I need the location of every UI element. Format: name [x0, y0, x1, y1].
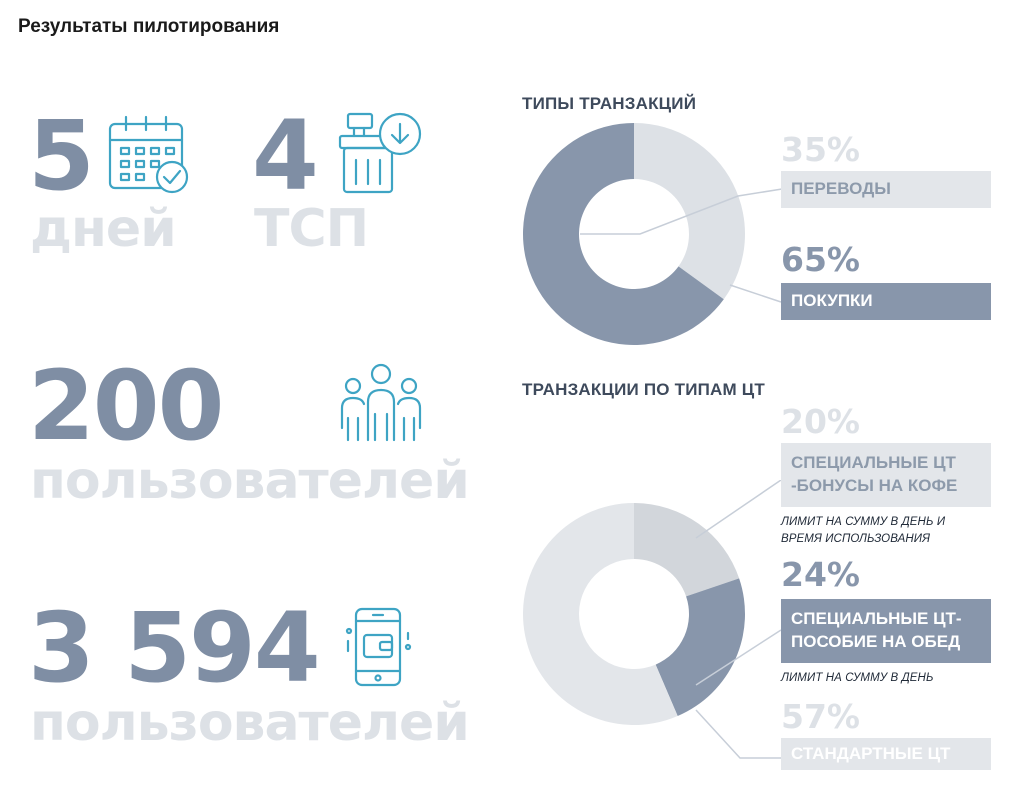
mobile-wallet-icon — [345, 607, 412, 687]
legend-label-coffee-line-2: -БОНУСЫ НА КОФЕ — [791, 476, 958, 495]
legend-label-lunch: СПЕЦИАЛЬНЫЕ ЦТ- ПОСОБИЕ НА ОБЕД — [781, 599, 991, 663]
note-coffee: ЛИМИТ НА СУММУ В ДЕНЬ И ВРЕМЯ ИСПОЛЬЗОВА… — [781, 514, 945, 547]
leader-line-donut1-1 — [729, 284, 782, 303]
stat-merchants-unit: ТСП — [254, 199, 369, 259]
donut-slice-donut2-0 — [634, 503, 740, 597]
slice-label-standard-percent: 57% — [781, 697, 860, 736]
legend-label-transfers: ПЕРЕВОДЫ — [781, 171, 991, 208]
cash-register-icon — [338, 112, 422, 194]
slice-label-lunch-percent: 24% — [781, 555, 860, 594]
donut-chart-transactions-by-ct-type — [523, 480, 782, 759]
leader-line-donut1-0 — [580, 188, 783, 235]
donut-slice-donut2-2 — [523, 503, 678, 725]
donut-slice-donut1-0 — [634, 123, 745, 300]
slice-label-transfers-percent: 35% — [781, 130, 860, 169]
note-lunch-line-1: ЛИМИТ НА СУММУ В ДЕНЬ — [781, 672, 934, 684]
legend-label-purchases: ПОКУПКИ — [781, 283, 991, 320]
donut-slice-donut2-1 — [655, 578, 745, 717]
note-lunch: ЛИМИТ НА СУММУ В ДЕНЬ — [781, 670, 934, 687]
stat-users-unit: пользователей — [30, 451, 470, 511]
legend-label-coffee: СПЕЦИАЛЬНЫЕ ЦТ -БОНУСЫ НА КОФЕ — [781, 443, 991, 507]
calendar-check-icon — [108, 115, 189, 194]
users-group-icon — [340, 363, 422, 442]
stat-users-value: 200 — [28, 350, 224, 462]
note-coffee-line-1: ЛИМИТ НА СУММУ В ДЕНЬ И — [781, 516, 946, 528]
leader-line-donut2-1 — [695, 629, 782, 686]
stat-active-users-value: 3 594 — [28, 592, 321, 704]
page-title: Результаты пилотирования — [18, 16, 280, 37]
chart-title-transaction-types: ТИПЫ ТРАНЗАКЦИЙ — [522, 94, 697, 113]
stat-days-value: 5 — [28, 100, 95, 212]
legend-label-lunch-line-1: СПЕЦИАЛЬНЫЕ ЦТ- — [791, 609, 962, 629]
stat-merchants-value: 4 — [252, 100, 319, 212]
slice-label-coffee-percent: 20% — [781, 402, 860, 441]
leader-line-donut2-0 — [695, 480, 782, 539]
note-coffee-line-2: ВРЕМЯ ИСПОЛЬЗОВАНИЯ — [781, 532, 931, 545]
legend-label-lunch-line-2: ПОСОБИЕ НА ОБЕД — [791, 632, 961, 651]
legend-label-coffee-line-1: СПЕЦИАЛЬНЫЕ ЦТ — [791, 453, 956, 473]
stat-days-unit: дней — [30, 199, 177, 259]
donut-slice-donut1-1 — [523, 123, 724, 345]
legend-label-standard: СТАНДАРТНЫЕ ЦТ — [781, 738, 991, 770]
chart-title-transactions-by-ct-type: ТРАНЗАКЦИИ ПО ТИПАМ ЦТ — [522, 380, 766, 399]
leader-line-donut2-2 — [695, 709, 781, 759]
donut-chart-transaction-types — [523, 123, 783, 345]
stat-active-users-unit: пользователей — [30, 693, 470, 753]
slice-label-purchases-percent: 65% — [781, 240, 860, 279]
